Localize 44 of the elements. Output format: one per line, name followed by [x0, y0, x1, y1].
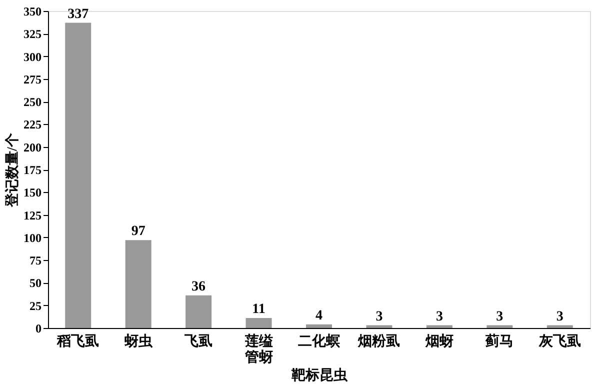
x-tick-label: 灰飞虱 — [538, 334, 581, 350]
y-axis-title: 登记数量/个 — [4, 132, 20, 208]
y-tick-label: 150 — [24, 186, 42, 200]
data-label: 3 — [376, 309, 383, 324]
data-label: 3 — [556, 309, 564, 324]
x-tick-label: 蓟马 — [484, 334, 514, 350]
bar — [125, 240, 152, 328]
x-tick-label: 蚜虫 — [123, 334, 154, 350]
x-axis-title: 靶标昆虫 — [290, 368, 348, 384]
y-tick-label: 325 — [24, 27, 42, 42]
y-tick-label: 225 — [24, 118, 42, 132]
bar — [65, 22, 92, 328]
bar — [426, 325, 452, 328]
data-label: 4 — [316, 308, 322, 324]
bar — [306, 324, 332, 328]
bar — [186, 295, 212, 328]
x-tick-label: 莲缢管蚜 — [244, 334, 273, 366]
data-label: 3 — [496, 309, 504, 324]
data-label: 36 — [192, 279, 206, 294]
x-tick-label: 稻飞虱 — [56, 334, 100, 350]
bar — [366, 325, 392, 328]
x-tick-label: 二化螟 — [298, 334, 340, 350]
bar — [486, 325, 513, 328]
y-tick-label: 50 — [30, 276, 42, 290]
y-tick-label: 250 — [24, 95, 42, 110]
y-tick-label: 300 — [24, 50, 42, 64]
data-label: 97 — [131, 224, 146, 240]
y-tick-label: 25 — [30, 298, 42, 313]
data-label: 3 — [436, 309, 443, 324]
data-label: 11 — [252, 302, 266, 318]
x-tick-label: 飞虱 — [184, 334, 213, 350]
y-tick-label: 100 — [24, 230, 42, 245]
y-tick-label: 75 — [30, 254, 42, 268]
y-tick-label: 275 — [24, 72, 42, 86]
y-tick-label: 0 — [36, 322, 42, 336]
y-tick-label: 200 — [24, 140, 42, 154]
y-tick-label: 175 — [24, 163, 42, 177]
data-label: 337 — [68, 6, 89, 22]
x-tick-label: 烟蚜 — [424, 334, 454, 350]
x-tick-label: 烟粉虱 — [357, 334, 400, 350]
bar — [246, 318, 272, 328]
y-tick-label: 125 — [24, 208, 42, 222]
y-tick-label: 350 — [24, 4, 42, 18]
bar — [546, 325, 573, 328]
